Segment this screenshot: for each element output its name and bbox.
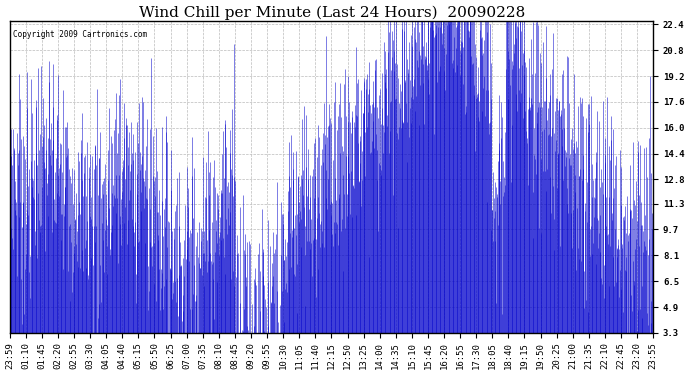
- Title: Wind Chill per Minute (Last 24 Hours)  20090228: Wind Chill per Minute (Last 24 Hours) 20…: [139, 6, 525, 20]
- Text: Copyright 2009 Cartronics.com: Copyright 2009 Cartronics.com: [13, 30, 148, 39]
